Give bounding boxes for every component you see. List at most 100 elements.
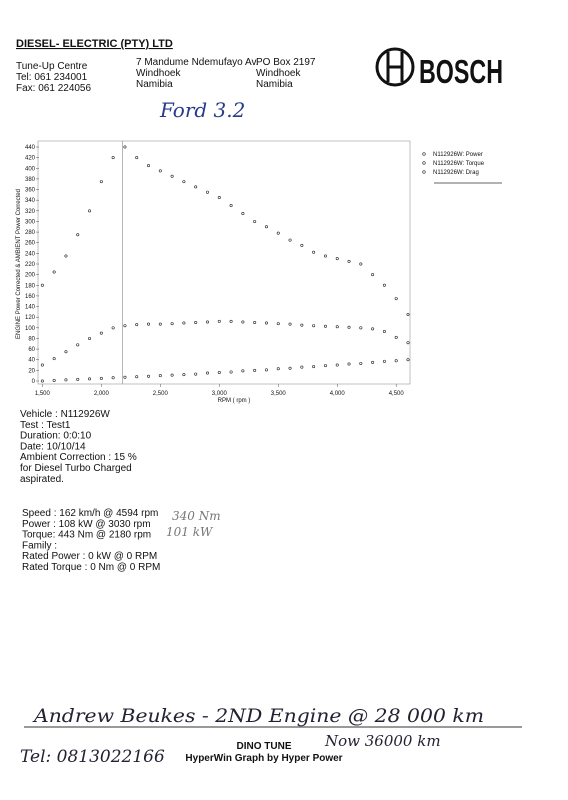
data-point	[147, 322, 151, 326]
data-point	[158, 169, 162, 173]
data-point	[300, 365, 304, 369]
y-tick-label: 200	[25, 273, 36, 279]
data-point	[217, 319, 221, 323]
y-tick-label: 40	[28, 358, 35, 364]
data-point	[158, 374, 162, 378]
data-point	[64, 350, 68, 354]
data-point	[347, 325, 351, 329]
data-point	[111, 376, 115, 380]
data-point	[229, 204, 233, 208]
data-point	[111, 156, 115, 160]
result-line: Rated Power : 0 kW @ 0 RPM	[22, 551, 157, 562]
info-line: Vehicle : N112926W	[20, 409, 110, 420]
footer-title: DINO TUNE	[237, 741, 292, 752]
y-tick-label: 120	[25, 315, 36, 321]
data-point	[406, 358, 410, 362]
data-point	[205, 371, 209, 375]
data-point	[382, 283, 386, 287]
note: 101 kW	[166, 525, 214, 539]
data-point	[99, 376, 103, 380]
y-tick-label: 340	[25, 198, 36, 204]
y-tick-label: 300	[25, 219, 36, 225]
y-tick-label: 160	[25, 294, 36, 300]
data-point	[394, 359, 398, 363]
y-tick-label: 180	[25, 283, 36, 289]
data-point	[276, 322, 280, 326]
data-point	[347, 362, 351, 366]
result-line: Rated Torque : 0 Nm @ 0 RPM	[22, 562, 160, 573]
data-point	[170, 373, 174, 377]
y-tick-label: 320	[25, 209, 36, 215]
y-tick-label: 0	[32, 379, 36, 385]
data-point	[359, 361, 363, 365]
info-line: Date: 10/10/14	[20, 441, 86, 452]
result-line: Power : 108 kW @ 3030 rpm	[22, 519, 151, 530]
data-point	[288, 366, 292, 370]
data-point	[382, 359, 386, 363]
data-point	[135, 323, 139, 327]
info-line: Ambient Correction : 15 %	[20, 452, 137, 463]
po-line: PO Box 2197	[256, 57, 316, 68]
info-line: for Diesel Turbo Charged	[20, 463, 132, 474]
data-point	[253, 219, 257, 223]
company-name: DIESEL- ELECTRIC (PTY) LTD	[16, 38, 173, 50]
data-point	[264, 321, 268, 325]
legend-marker	[422, 170, 426, 174]
brand: BOSCH	[419, 53, 503, 90]
y-tick-label: 100	[25, 326, 36, 332]
y-tick-label: 440	[25, 145, 36, 151]
data-point	[111, 326, 115, 330]
data-point	[99, 331, 103, 335]
data-point	[99, 180, 103, 184]
data-point	[253, 320, 257, 324]
data-point	[264, 225, 268, 229]
data-point	[394, 297, 398, 301]
data-point	[76, 343, 80, 347]
y-tick-label: 360	[25, 188, 36, 194]
data-point	[170, 322, 174, 326]
data-point	[323, 324, 327, 328]
data-point	[205, 190, 209, 194]
data-point	[335, 257, 339, 261]
data-point	[229, 370, 233, 374]
footer-credit: HyperWin Graph by Hyper Power	[185, 753, 342, 764]
x-tick-label: 3,500	[271, 391, 287, 397]
data-point	[241, 320, 245, 324]
legend-marker	[422, 152, 426, 156]
data-point	[88, 336, 92, 340]
fax: Fax: 061 224056	[16, 83, 91, 94]
data-point	[147, 374, 151, 378]
plot-frame	[37, 140, 411, 385]
data-point	[123, 145, 127, 149]
data-point	[253, 368, 257, 372]
data-point	[182, 180, 186, 184]
data-point	[52, 270, 56, 274]
result-line: Family :	[22, 540, 57, 551]
data-point	[40, 363, 44, 367]
data-point	[276, 367, 280, 371]
data-point	[312, 250, 316, 254]
y-tick-label: 240	[25, 251, 36, 257]
handwritten-footer: Andrew Beukes - 2ND Engine @ 28 000 km	[32, 705, 484, 727]
data-point	[76, 233, 80, 237]
data-point	[194, 185, 198, 189]
handwritten-phone: Tel: 0813022166	[20, 747, 165, 767]
data-point	[382, 330, 386, 334]
branch: Tune-Up Centre	[16, 61, 88, 72]
handwritten-title: Ford 3.2	[159, 98, 245, 122]
data-point	[323, 254, 327, 258]
address-line: Namibia	[136, 79, 173, 90]
data-point	[241, 211, 245, 215]
x-tick-label: 4,500	[389, 391, 405, 397]
data-point	[64, 254, 68, 258]
legend-label: N112926W: Torque	[433, 161, 485, 167]
y-tick-label: 140	[25, 305, 36, 311]
data-point	[264, 368, 268, 372]
data-point	[205, 320, 209, 324]
data-point	[217, 370, 221, 374]
y-tick-label: 220	[25, 262, 36, 268]
x-tick-label: 4,000	[330, 391, 346, 397]
data-point	[323, 364, 327, 368]
